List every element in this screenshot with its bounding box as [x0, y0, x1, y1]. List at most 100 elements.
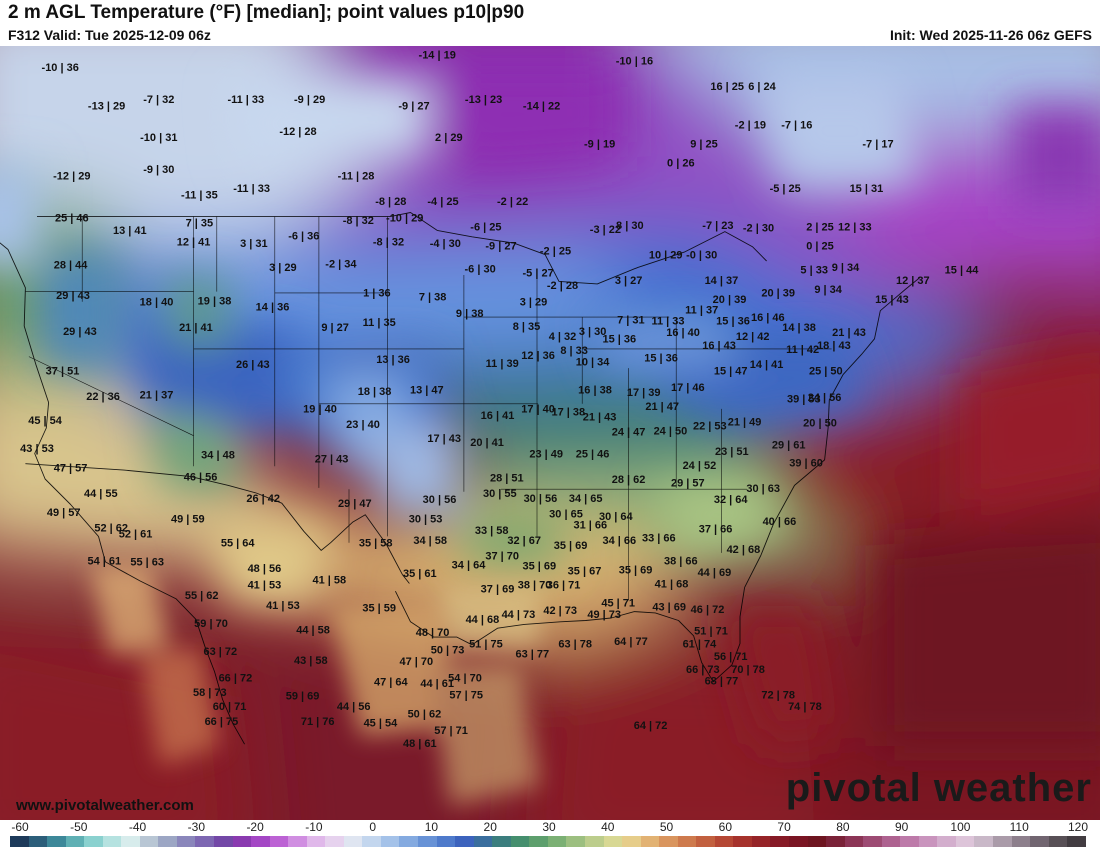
point-value-label: 44 | 56 [337, 701, 371, 713]
point-value-label: -7 | 32 [143, 94, 174, 106]
colorbar-segment [584, 836, 604, 847]
colorbar-segment [714, 836, 734, 847]
colorbar-segment [937, 836, 956, 847]
point-value-label: 44 | 58 [296, 624, 330, 636]
point-value-label: 32 | 67 [507, 535, 541, 547]
point-value-label: 1 | 36 [363, 288, 391, 300]
point-value-label: 40 | 66 [763, 516, 797, 528]
colorbar-segment [436, 836, 456, 847]
colorbar-segment [677, 836, 697, 847]
point-value-label: 51 | 75 [469, 638, 503, 650]
point-value-label: 68 | 77 [705, 675, 739, 687]
point-value-label: 50 | 73 [431, 645, 465, 657]
point-value-label: 4 | 32 [549, 331, 577, 343]
point-value-label: 29 | 43 [56, 290, 90, 302]
point-value-label: -7 | 17 [862, 139, 893, 151]
point-value-label: 9 | 38 [456, 308, 484, 320]
point-value-label: 16 | 41 [481, 410, 515, 422]
point-value-label: 33 | 66 [642, 533, 676, 545]
point-value-label: 15 | 31 [850, 183, 884, 195]
colorbar-tick-label: -20 [246, 820, 264, 834]
point-value-label: 13 | 36 [376, 354, 410, 366]
point-value-label: -6 | 25 [470, 221, 501, 233]
point-value-label: 46 | 56 [184, 471, 218, 483]
point-value-label: 20 | 39 [761, 288, 795, 300]
colorbar-tick-label: 60 [718, 820, 733, 834]
colorbar-segment [214, 836, 233, 847]
point-value-label: 30 | 63 [746, 483, 780, 495]
colorbar-tick-label: 70 [777, 820, 791, 834]
point-value-label: 55 | 63 [130, 557, 164, 569]
map-title: 2 m AGL Temperature (°F) [median]; point… [8, 2, 525, 23]
point-value-label: -6 | 36 [288, 230, 319, 242]
point-value-label: 28 | 51 [490, 473, 524, 485]
point-value-label: 17 | 38 [551, 406, 585, 418]
point-value-label: 21 | 43 [832, 327, 866, 339]
point-value-label: 12 | 41 [177, 237, 211, 249]
point-value-label: 64 | 77 [614, 636, 648, 648]
point-value-label: 2 | 25 [806, 221, 834, 233]
point-value-label: -12 | 28 [279, 126, 316, 138]
colorbar-segment [492, 836, 511, 847]
colorbar-segment [232, 836, 252, 847]
colorbar-segment [251, 836, 270, 847]
point-value-label: 37 | 70 [485, 550, 519, 562]
point-value-label: 35 | 69 [522, 561, 556, 573]
colorbar-segment [844, 836, 864, 847]
point-value-label: 19 | 38 [198, 295, 232, 307]
colorbar-segment [974, 836, 993, 847]
point-value-label: -9 | 29 [294, 94, 325, 106]
point-value-label: 15 | 47 [714, 365, 748, 377]
point-value-label: 21 | 37 [140, 390, 174, 402]
point-value-label: 10 | 34 [576, 357, 611, 369]
point-value-label: 7 | 31 [617, 314, 645, 326]
colorbar-tick-label: -10 [305, 820, 323, 834]
point-value-label: -5 | 27 [522, 267, 553, 279]
point-value-label: 24 | 50 [654, 425, 688, 437]
colorbar-tick-label: -60 [11, 820, 29, 834]
colorbar-segment [362, 836, 381, 847]
colorbar-segment [622, 836, 641, 847]
point-value-label: -13 | 23 [465, 94, 502, 106]
point-value-label: 20 | 50 [803, 418, 837, 430]
colorbar-segment [399, 836, 419, 847]
point-value-label: 7 | 35 [186, 218, 214, 230]
point-value-label: 48 | 70 [416, 627, 450, 639]
point-value-label: -11 | 28 [338, 170, 375, 182]
point-value-label: 17 | 40 [521, 404, 555, 416]
colorbar-segment [918, 836, 938, 847]
colorbar-segment [696, 836, 715, 847]
colorbar-segment [770, 836, 789, 847]
point-value-label: 35 | 67 [568, 566, 602, 578]
colorbar-tick-label: 10 [424, 820, 439, 834]
point-value-label: -8 | 28 [375, 196, 406, 208]
point-value-label: 13 | 47 [410, 385, 444, 397]
point-value-label: 16 | 46 [751, 312, 785, 324]
point-value-label: 17 | 39 [627, 387, 661, 399]
point-value-label: 15 | 36 [602, 334, 636, 346]
point-value-label: 60 | 71 [213, 701, 247, 713]
point-value-label: 11 | 33 [651, 316, 684, 328]
temperature-map[interactable]: -10 | 36 -13 | 29 -7 | 32 -11 | 33 -9 | 29 -1… [0, 46, 1100, 820]
point-value-label: -2 | 22 [497, 196, 528, 208]
point-value-label: 35 | 59 [362, 603, 396, 615]
point-value-label: 29 | 61 [772, 439, 806, 451]
colorbar-segment [306, 836, 326, 847]
colorbar-segment [195, 836, 215, 847]
point-value-label: 30 | 53 [409, 513, 443, 525]
colorbar-segment [325, 836, 344, 847]
colorbar-segment [807, 836, 827, 847]
point-value-label: -3 | 22 [590, 224, 621, 236]
colorbar-segment [84, 836, 103, 847]
point-value-label: 18 | 38 [358, 386, 392, 398]
colorbar-segment [158, 836, 177, 847]
colorbar-tick-label: 100 [950, 820, 971, 834]
point-value-label: 30 | 56 [423, 494, 457, 506]
colorbar-tick-label: 110 [1009, 820, 1029, 834]
website-credit: www.pivotalweather.com [16, 797, 194, 814]
colorbar-segment [288, 836, 307, 847]
geographic-boundaries [0, 212, 921, 745]
point-value-label: 39 | 60 [789, 457, 823, 469]
point-value-label: 13 | 41 [113, 225, 147, 237]
point-value-label: 35 | 69 [554, 540, 588, 552]
